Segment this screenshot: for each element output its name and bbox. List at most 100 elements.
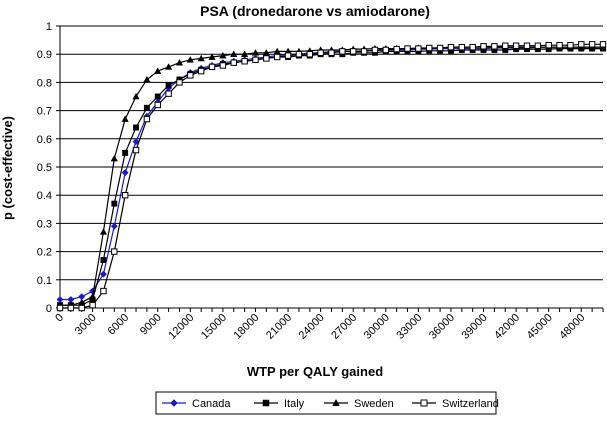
data-point — [111, 200, 118, 207]
chart-title: PSA (dronedarone vs amiodarone) — [200, 3, 430, 19]
data-point — [170, 399, 178, 407]
data-point — [164, 63, 173, 70]
y-tick-label: 0.4 — [37, 190, 52, 202]
data-point — [99, 270, 107, 278]
data-point — [262, 399, 270, 407]
data-point — [67, 304, 75, 312]
data-point — [143, 104, 150, 111]
x-tick-label: 33000 — [394, 312, 424, 342]
data-point — [165, 90, 172, 97]
x-tick-label: 18000 — [231, 312, 261, 342]
y-tick-label: 0.9 — [37, 49, 52, 61]
data-point — [99, 228, 108, 235]
data-point — [274, 53, 281, 61]
data-point — [534, 42, 542, 49]
data-point — [360, 48, 368, 55]
data-point — [197, 67, 205, 75]
data-point — [339, 48, 346, 55]
x-tick-label: 30000 — [362, 312, 392, 342]
data-point — [567, 41, 574, 49]
data-point — [420, 399, 428, 407]
data-point — [458, 43, 466, 51]
data-point — [132, 146, 140, 154]
data-point — [382, 46, 390, 54]
x-tick-label: 45000 — [525, 312, 555, 342]
data-point — [240, 50, 249, 58]
y-tick-label: 0.7 — [37, 106, 52, 118]
data-point — [208, 63, 216, 71]
series-layer — [56, 41, 607, 312]
legend-label: Sweden — [354, 398, 394, 410]
data-point — [426, 44, 433, 52]
data-point — [447, 43, 455, 51]
data-point — [371, 46, 379, 54]
data-point — [208, 53, 216, 60]
series-line — [60, 46, 603, 301]
data-point — [502, 42, 509, 49]
data-point — [110, 154, 118, 162]
data-point — [143, 75, 151, 83]
data-point — [241, 58, 248, 65]
y-tick-label: 0.5 — [37, 162, 52, 174]
data-point — [89, 301, 96, 309]
data-point — [154, 93, 161, 100]
y-tick-label: 0.1 — [37, 275, 52, 287]
x-tick-label: 24000 — [297, 312, 327, 342]
data-point — [132, 92, 140, 100]
data-point — [186, 56, 194, 63]
data-point — [154, 101, 161, 109]
legend-label: Canada — [192, 398, 231, 410]
x-tick-label: 36000 — [427, 312, 457, 342]
data-point — [578, 41, 585, 48]
data-point — [306, 51, 313, 58]
data-point — [121, 115, 129, 122]
data-point — [143, 115, 151, 123]
data-point — [132, 138, 140, 146]
y-tick-label: 0.2 — [37, 247, 52, 259]
data-point — [523, 42, 531, 49]
data-point — [230, 59, 237, 66]
y-tick-label: 0.6 — [37, 134, 52, 146]
data-point — [56, 304, 64, 312]
x-tick-label: 48000 — [557, 312, 587, 342]
data-point — [588, 41, 596, 48]
x-tick-label: 42000 — [492, 312, 522, 342]
data-point — [100, 257, 107, 264]
data-point — [251, 49, 260, 56]
data-point — [469, 43, 476, 51]
data-point — [78, 304, 85, 312]
x-tick-label: 39000 — [460, 312, 490, 342]
legend-item-canada: Canada — [162, 398, 231, 410]
data-point — [187, 72, 194, 79]
data-point — [230, 50, 238, 58]
series-line — [60, 46, 603, 306]
data-point — [133, 124, 139, 131]
data-point — [393, 45, 400, 53]
data-point — [295, 51, 303, 58]
series-line — [60, 43, 603, 309]
data-point — [350, 48, 357, 55]
data-point — [219, 51, 227, 59]
data-point — [154, 67, 162, 74]
data-point — [332, 398, 340, 407]
legend-label: Italy — [284, 398, 305, 410]
x-tick-label: 15000 — [199, 312, 229, 342]
data-point — [328, 49, 335, 56]
series-italy — [57, 45, 606, 309]
x-tick-label: 3000 — [73, 312, 99, 338]
data-point — [110, 222, 118, 230]
y-tick-label: 0.3 — [37, 218, 52, 230]
y-tick-label: 0.8 — [37, 77, 52, 89]
data-point — [219, 62, 227, 69]
axes: 0 0.1 0.2 0.3 0.4 0.5 0.6 0.7 0.8 0.9 1 0 3000 6000 90… — [37, 21, 604, 342]
x-tick-label: 12000 — [166, 312, 196, 342]
data-point — [556, 41, 563, 49]
legend: Canada Italy Sweden Switzerland — [155, 391, 499, 415]
data-point — [121, 192, 129, 199]
x-tick-label: 6000 — [105, 312, 131, 338]
data-point — [121, 169, 129, 177]
y-tick-label: 1 — [46, 21, 52, 33]
data-point — [284, 52, 292, 59]
gridlines — [60, 25, 603, 281]
